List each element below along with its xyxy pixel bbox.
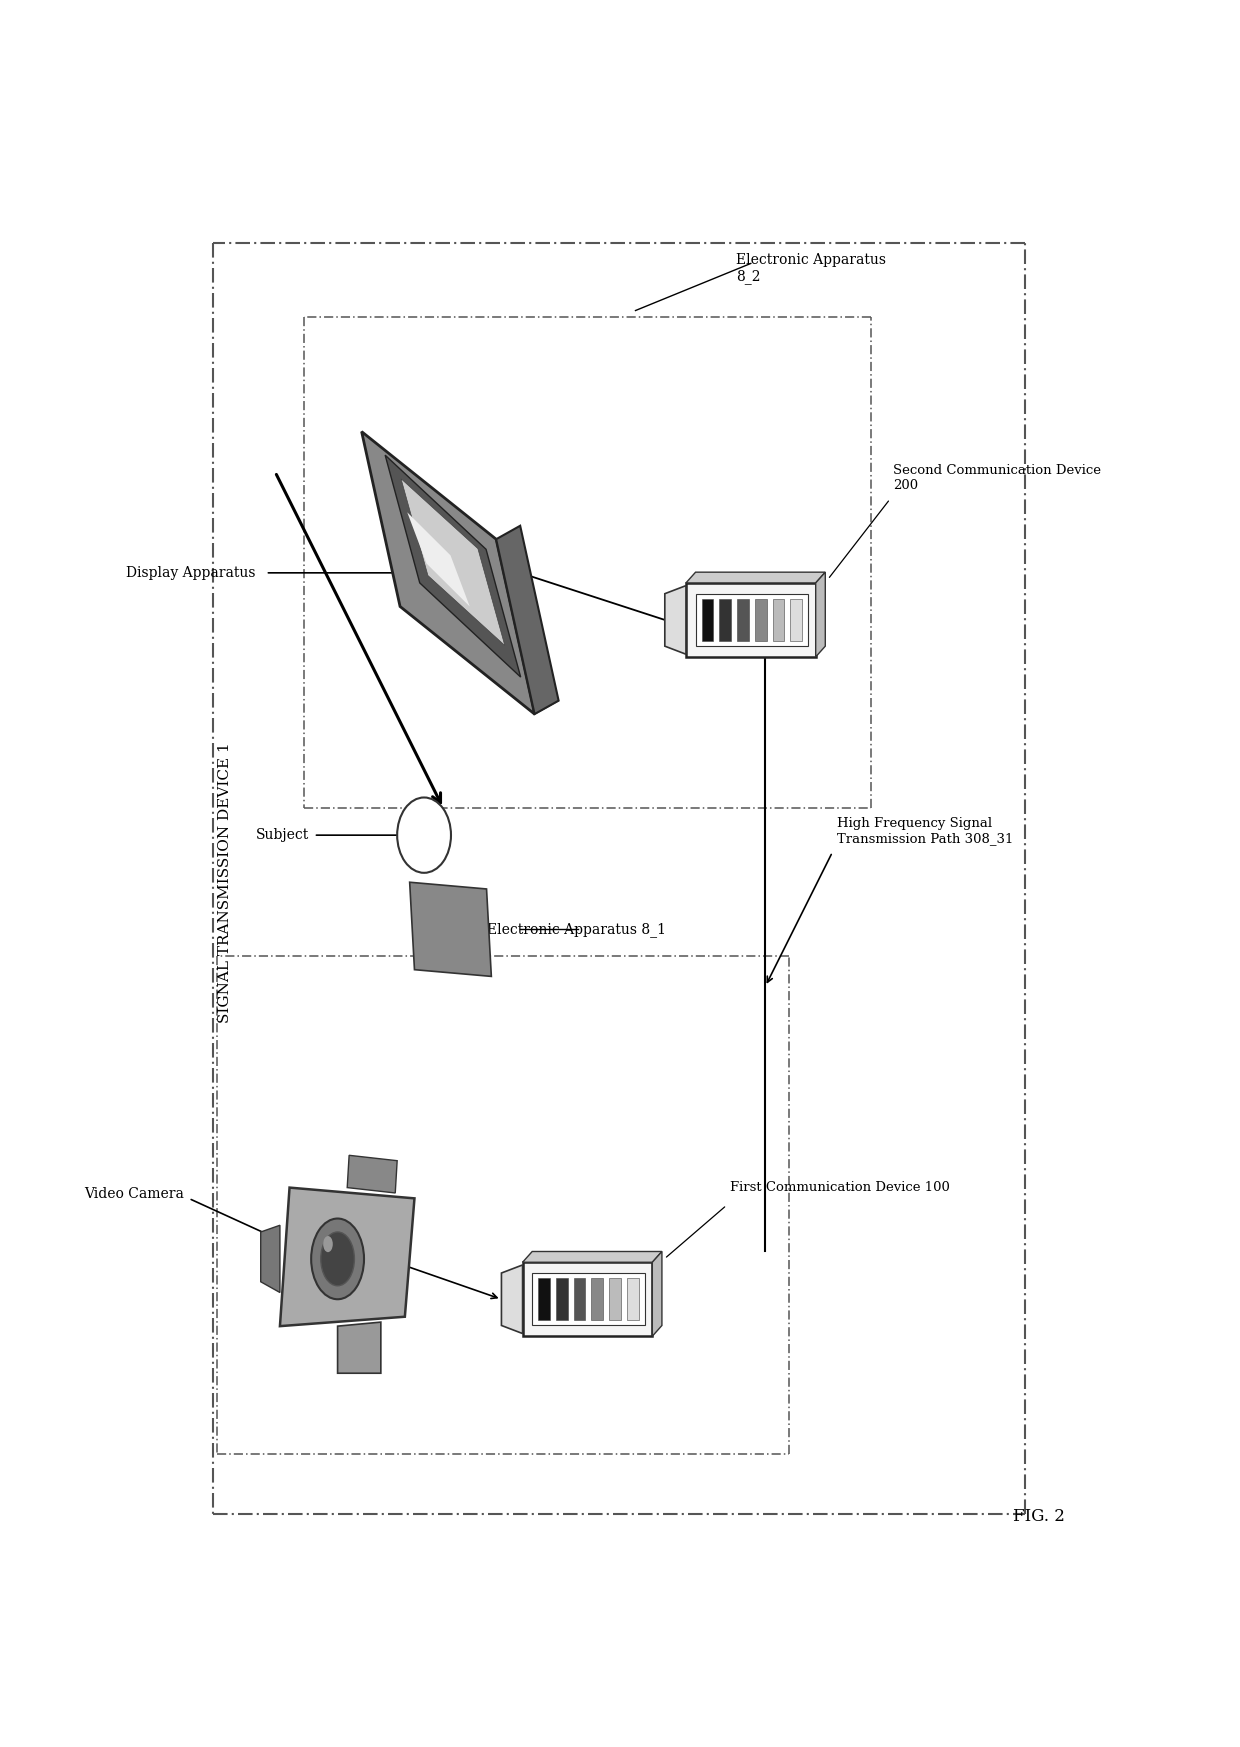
Bar <box>591 1279 603 1321</box>
Polygon shape <box>407 512 470 606</box>
Text: Display Apparatus: Display Apparatus <box>126 566 255 580</box>
Bar <box>556 1279 568 1321</box>
Text: SIGNAL TRANSMISSION DEVICE 1: SIGNAL TRANSMISSION DEVICE 1 <box>218 742 232 1022</box>
Text: High Frequency Signal
Transmission Path 308_31: High Frequency Signal Transmission Path … <box>837 818 1013 846</box>
Bar <box>574 1279 585 1321</box>
Polygon shape <box>501 1265 522 1333</box>
Polygon shape <box>686 573 826 583</box>
Text: Subject: Subject <box>255 828 309 842</box>
Bar <box>538 1279 549 1321</box>
Text: First Communication Device 100: First Communication Device 100 <box>729 1181 950 1195</box>
Bar <box>737 599 749 641</box>
Bar <box>719 599 732 641</box>
Circle shape <box>397 797 451 874</box>
Polygon shape <box>260 1225 280 1293</box>
Bar <box>686 583 816 657</box>
Polygon shape <box>347 1155 397 1193</box>
Polygon shape <box>337 1322 381 1373</box>
Polygon shape <box>401 592 559 715</box>
Bar <box>702 599 713 641</box>
Ellipse shape <box>311 1219 365 1300</box>
Polygon shape <box>496 526 559 715</box>
Polygon shape <box>652 1251 662 1336</box>
Polygon shape <box>280 1188 414 1326</box>
Polygon shape <box>386 456 521 678</box>
Text: Video Camera: Video Camera <box>84 1188 184 1202</box>
Bar <box>696 594 808 646</box>
Polygon shape <box>522 1251 662 1263</box>
Text: Electronic Apparatus
8_2: Electronic Apparatus 8_2 <box>737 253 887 283</box>
Text: Electronic Apparatus 8_1: Electronic Apparatus 8_1 <box>486 922 666 938</box>
Polygon shape <box>816 573 826 657</box>
Polygon shape <box>409 882 491 977</box>
Polygon shape <box>362 432 534 715</box>
Bar <box>609 1279 621 1321</box>
Ellipse shape <box>321 1232 355 1286</box>
Text: Second Communication Device
200: Second Communication Device 200 <box>893 465 1101 493</box>
Bar <box>755 599 766 641</box>
Bar <box>773 599 784 641</box>
Text: FIG. 2: FIG. 2 <box>1013 1508 1065 1525</box>
Polygon shape <box>401 479 505 645</box>
Polygon shape <box>665 585 686 653</box>
Bar <box>627 1279 639 1321</box>
Bar <box>522 1263 652 1336</box>
Bar <box>790 599 802 641</box>
Bar <box>532 1274 645 1326</box>
Ellipse shape <box>324 1237 332 1253</box>
